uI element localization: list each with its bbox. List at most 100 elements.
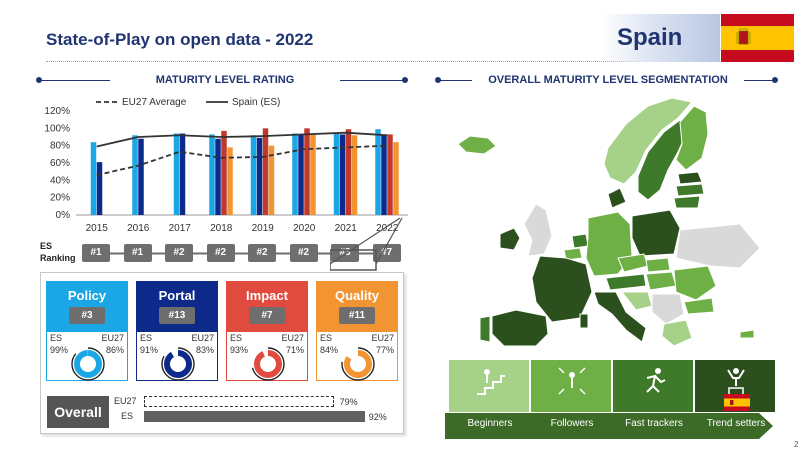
ranking-badge: #2	[165, 244, 193, 262]
card-portal: Portal #13 ES EU27 91% 83%	[136, 281, 218, 381]
card-impact: Impact #7 ES EU27 93% 71%	[226, 281, 308, 381]
card-rank-badge: #11	[339, 307, 375, 324]
chart-bar	[393, 142, 399, 215]
card-es-value: 84%	[320, 345, 339, 355]
spain-flag-small-icon	[724, 394, 750, 411]
map-belgium	[563, 247, 583, 261]
section-dot-left-start	[36, 77, 42, 83]
card-es-value: 93%	[230, 345, 249, 355]
card-title: Impact	[246, 288, 288, 303]
overall-es-bar	[144, 411, 365, 422]
map-ukraine	[675, 223, 761, 269]
card-values-row: 99% 86%	[50, 345, 124, 355]
europe-maturity-map	[457, 97, 761, 347]
chart-bar	[333, 133, 340, 215]
map-netherlands	[571, 233, 589, 249]
map-croatia	[620, 291, 653, 311]
ranking-badge: #1	[123, 244, 152, 262]
segment-beginners	[449, 360, 531, 412]
legend-label: EU27 Average	[122, 97, 187, 108]
chart-bar	[345, 129, 352, 215]
x-tick-label: 2017	[169, 223, 192, 234]
chart-bar	[215, 138, 221, 215]
chart-bar	[221, 130, 227, 215]
card-eu-value: 83%	[195, 345, 214, 355]
card-donut-chart	[161, 347, 195, 381]
card-eu-value: 86%	[105, 345, 124, 355]
chart-bar	[179, 133, 186, 215]
chart-bar	[298, 134, 304, 215]
map-cyprus	[739, 329, 755, 339]
y-tick-label: 40%	[50, 175, 70, 186]
country-banner-background	[600, 14, 720, 62]
y-tick-label: 120%	[44, 106, 70, 117]
map-lithuania	[673, 195, 701, 209]
map-finland	[675, 105, 709, 171]
y-tick-label: 80%	[50, 141, 70, 152]
card-title: Policy	[67, 288, 107, 303]
group-people-icon	[558, 367, 586, 395]
map-poland	[631, 209, 681, 257]
card-labels-row: ES EU27	[50, 333, 124, 343]
header-divider	[46, 61, 716, 62]
ranking-badge: #2	[206, 244, 235, 262]
map-estonia	[677, 171, 703, 185]
series-line-spain-es-	[96, 131, 388, 148]
map-hungary	[645, 271, 677, 291]
country-name: Spain	[617, 24, 683, 51]
card-donut-chart	[341, 347, 375, 381]
map-uk	[523, 203, 553, 257]
card-title: Quality	[334, 288, 380, 303]
legend-label: Spain (ES)	[232, 97, 280, 108]
chart-bar	[90, 142, 97, 215]
card-es-value: 91%	[140, 345, 159, 355]
card-header: Portal #13	[137, 282, 217, 332]
map-balkans	[651, 293, 685, 325]
chart-bar	[250, 135, 257, 215]
series-line-eu27-average	[96, 144, 388, 177]
card-values-row: 91% 83%	[140, 345, 214, 355]
map-sweden	[637, 119, 687, 201]
ranking-badge: #3	[331, 244, 359, 262]
card-eu-value: 71%	[285, 345, 304, 355]
chart-bar	[209, 134, 215, 215]
x-tick-label: 2019	[252, 223, 275, 234]
chart-bar	[339, 134, 346, 215]
chart-bar	[138, 138, 144, 215]
x-tick-label: 2016	[127, 223, 150, 234]
map-bulgaria	[683, 297, 715, 315]
chart-bar	[310, 133, 316, 215]
x-tick-label: 2020	[293, 223, 316, 234]
overall-eu-value: 79%	[339, 397, 358, 407]
segment-label: Followers	[550, 418, 594, 429]
map-latvia	[675, 183, 705, 197]
map-romania	[673, 265, 717, 301]
y-tick-label: 20%	[50, 193, 70, 204]
map-denmark	[607, 187, 627, 209]
overall-eu-label: EU27	[114, 396, 137, 406]
card-donut-chart	[251, 347, 285, 381]
map-spain	[491, 309, 549, 347]
zoom-callout-lines	[330, 217, 403, 271]
y-tick-label: 100%	[44, 123, 70, 134]
map-iceland	[457, 135, 497, 155]
map-greece	[661, 319, 693, 347]
card-header: Impact #7	[227, 282, 307, 332]
stairs-climber-icon	[477, 369, 505, 395]
ranking-badge: #1	[82, 244, 110, 262]
chart-bar	[381, 135, 387, 215]
chart-bar	[132, 135, 138, 215]
overall-es-label: ES	[121, 411, 134, 421]
x-tick-label: 2022	[376, 223, 399, 234]
spain-flag-icon	[721, 14, 794, 62]
overall-es-value: 92%	[368, 412, 387, 422]
card-values-row: 84% 77%	[320, 345, 394, 355]
segment-label: Trend setters	[706, 418, 766, 429]
chart-bar	[268, 145, 275, 215]
y-tick-label: 0%	[56, 210, 71, 221]
card-es-label: ES	[320, 333, 333, 343]
maturity-level-rating-title: MATURITY LEVEL RATING	[110, 74, 340, 86]
x-tick-label: 2015	[86, 223, 109, 234]
card-es-label: ES	[50, 333, 63, 343]
map-portugal	[479, 315, 491, 343]
